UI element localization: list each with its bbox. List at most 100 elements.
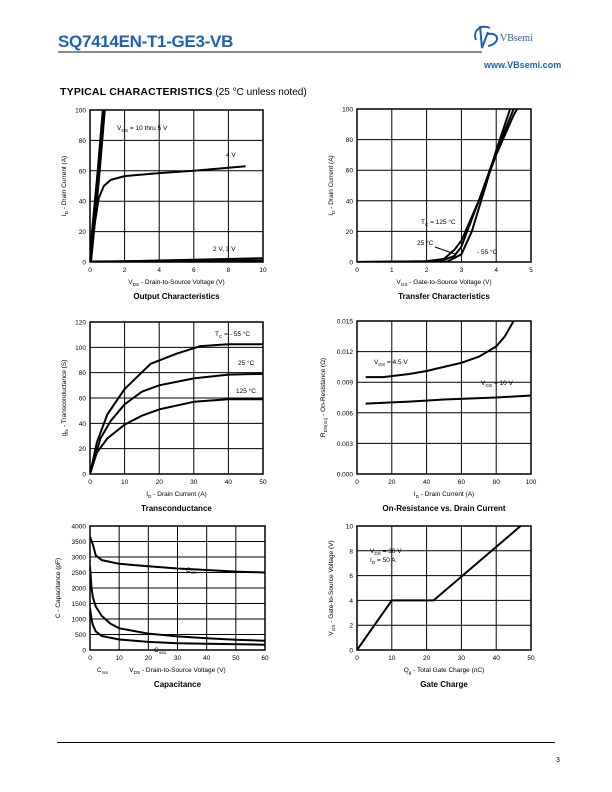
x-tick-label: 0 xyxy=(88,655,92,662)
vbsemi-logo-icon xyxy=(474,25,498,49)
y-axis-label: ID - Drain Current (A) xyxy=(61,156,69,216)
series-annotation: 4 V xyxy=(226,152,236,159)
series-line-vgs-4-v xyxy=(90,165,246,262)
x-axis-label: VDS - Drain-to-Source Voltage (V) xyxy=(129,667,225,675)
y-tick-label: 2 xyxy=(349,623,353,630)
y-tick-label: 120 xyxy=(75,320,86,327)
x-tick-label: 4 xyxy=(494,267,498,274)
chart-title: Output Characteristics xyxy=(133,292,220,301)
plot-frame xyxy=(89,321,264,475)
x-tick-label: 10 xyxy=(388,655,396,662)
annotation-arrow xyxy=(434,246,456,255)
series-annotation: VDS = 30 V xyxy=(370,548,402,556)
y-tick-label: 0.000 xyxy=(337,472,354,479)
chart-on-resistance-vs-drain-current: 0 20 40 60 80 100 0.000 0.003 0.006 0.009 0.012 0.0… xyxy=(320,319,537,514)
x-tick-label: 0 xyxy=(355,479,359,486)
x-tick-label: 20 xyxy=(156,479,164,486)
y-tick-label: 2500 xyxy=(72,570,87,577)
x-tick-label: 0 xyxy=(88,267,92,274)
plot-frame xyxy=(89,525,266,651)
y-axis-label: gfs - Transconductance (S) xyxy=(61,360,69,437)
website-link[interactable]: www.VBsemi.com xyxy=(484,60,562,70)
series-line-vgs-2-v xyxy=(90,259,263,262)
y-tick-label: 80 xyxy=(79,370,87,377)
x-tick-label: 20 xyxy=(145,655,153,662)
y-axis-label: VGS - Gate-to-Source Voltage (V) xyxy=(328,540,336,635)
page-number: 3 xyxy=(556,757,560,764)
section-heading: TYPICAL CHARACTERISTICS (25 °C unless no… xyxy=(60,86,307,98)
y-tick-label: 0.003 xyxy=(337,441,354,448)
y-tick-label: 6 xyxy=(349,573,353,580)
x-axis-label: VGS - Gate-to-Source Voltage (V) xyxy=(396,279,491,287)
series-line-crss xyxy=(90,607,265,646)
y-tick-label: 100 xyxy=(75,108,86,115)
y-tick-label: 80 xyxy=(79,138,87,145)
x-tick-label: 1 xyxy=(390,267,394,274)
series-line-vds-30-v-id-50-a xyxy=(357,526,522,650)
x-tick-label: 4 xyxy=(157,267,161,274)
y-tick-label: 3000 xyxy=(72,555,87,562)
y-tick-label: 20 xyxy=(79,229,87,236)
y-tick-label: 2000 xyxy=(72,586,87,593)
x-tick-label: 6 xyxy=(192,267,196,274)
x-tick-label: 20 xyxy=(388,479,396,486)
series-line-tc-55-c xyxy=(357,109,512,262)
document-title: SQ7414EN-T1-GE3-VB xyxy=(58,32,234,51)
y-tick-label: 3500 xyxy=(72,539,87,546)
series-annotation: Coss xyxy=(154,647,167,655)
series-line-tc-25-c xyxy=(90,372,263,474)
y-tick-label: 100 xyxy=(342,107,353,114)
chart-title: Transfer Characteristics xyxy=(398,292,490,301)
x-tick-label: 40 xyxy=(203,655,211,662)
y-tick-label: 20 xyxy=(79,446,87,453)
footer-divider xyxy=(57,742,555,743)
y-tick-label: 10 xyxy=(346,524,354,531)
x-tick-label: 100 xyxy=(526,479,537,486)
series-line-tc-125-c xyxy=(357,109,518,262)
x-tick-label: 30 xyxy=(458,655,466,662)
x-tick-label: 30 xyxy=(174,655,182,662)
header-divider xyxy=(58,51,482,53)
plot-frame xyxy=(356,320,532,475)
series-annotation: Crss xyxy=(97,667,109,675)
section-note: (25 °C unless noted) xyxy=(215,87,307,98)
series-annotation: 25 °C xyxy=(417,239,434,247)
y-tick-label: 40 xyxy=(79,421,87,428)
chart-transconductance: 0 10 20 30 40 50 0 20 40 60 80 100 120 TC = - 55 °C 25… xyxy=(61,320,267,514)
chart-title: Gate Charge xyxy=(420,680,468,689)
y-tick-label: 20 xyxy=(346,229,354,236)
y-tick-label: 40 xyxy=(346,198,354,205)
x-tick-label: 50 xyxy=(527,655,535,662)
plot-frame xyxy=(356,525,532,651)
y-tick-label: 0.012 xyxy=(337,349,354,356)
y-tick-label: 8 xyxy=(349,548,353,555)
series-line-tc-25-c xyxy=(357,109,515,262)
y-tick-label: 0 xyxy=(82,472,86,479)
x-tick-label: 20 xyxy=(423,655,431,662)
x-tick-label: 50 xyxy=(259,479,267,486)
x-tick-label: 10 xyxy=(116,655,124,662)
x-axis-label: Qg - Total Gate Charge (nC) xyxy=(404,667,485,675)
y-tick-label: 0 xyxy=(349,260,353,267)
x-tick-label: 10 xyxy=(259,267,267,274)
series-annotation: - 55 °C xyxy=(477,248,498,256)
series-line-tc-125-c xyxy=(90,398,263,474)
series-annotation: TC = - 55 °C xyxy=(215,330,250,339)
series-annotation: VGS = 10 V xyxy=(481,380,514,388)
x-tick-label: 40 xyxy=(225,479,233,486)
y-axis-label: RDS(on) - On-Resistance (Ω) xyxy=(320,358,328,437)
x-tick-label: 50 xyxy=(232,655,240,662)
y-axis-label: C - Capacitance (pF) xyxy=(55,558,62,618)
x-axis-label: ID - Drain Current (A) xyxy=(414,491,474,499)
series-annotation: Ciss xyxy=(186,567,197,575)
series-annotation: VGS = 10 thru 5 V xyxy=(117,125,168,133)
y-tick-label: 0.009 xyxy=(337,380,354,387)
chart-title: Transconductance xyxy=(141,504,212,513)
brand-name: VBsemi xyxy=(500,33,533,44)
plot-frame xyxy=(89,109,264,263)
series-line-tc-55-c xyxy=(90,343,263,474)
y-tick-label: 1500 xyxy=(72,601,87,608)
x-tick-label: 0 xyxy=(355,655,359,662)
